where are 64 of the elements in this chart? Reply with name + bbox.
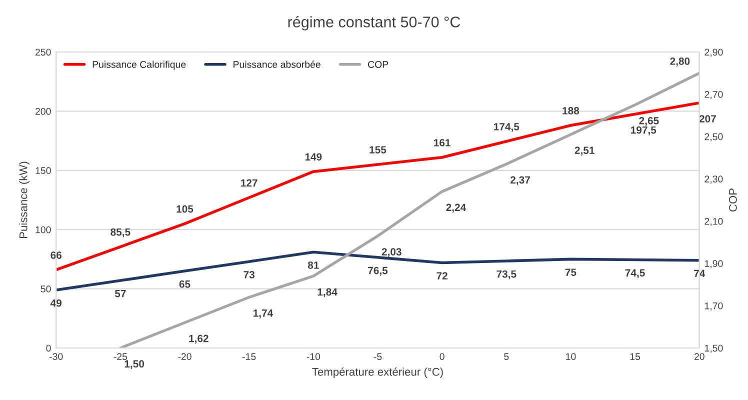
data-label: 149 — [305, 153, 322, 161]
data-label: 188 — [562, 107, 580, 114]
y2-tick-label: 2,70 — [704, 91, 723, 100]
chart-title: régime constant 50-70 °C — [288, 16, 460, 30]
data-label: 2,80 — [670, 58, 690, 66]
data-label: 57 — [114, 290, 126, 298]
data-label: 105 — [176, 205, 194, 213]
data-label: 72 — [436, 272, 448, 280]
y2-tick-label: 2,50 — [704, 133, 723, 142]
data-label: 66 — [50, 251, 62, 259]
y-tick-label: 200 — [36, 108, 51, 115]
legend-label: Puissance Calorifique — [92, 60, 186, 70]
y-axis-title: Puissance (kW) — [19, 162, 30, 238]
data-label: 1,84 — [318, 288, 338, 298]
x-tick-label: -30 — [50, 353, 63, 360]
data-label: 161 — [434, 138, 450, 146]
x-tick-label: -10 — [306, 353, 320, 360]
data-label: 197,5 — [631, 126, 656, 136]
data-label: 65 — [179, 280, 190, 288]
data-label: 75 — [565, 268, 576, 276]
data-label: 127 — [241, 179, 258, 187]
x-tick-label: 15 — [630, 353, 640, 360]
data-label: 2,03 — [382, 248, 402, 257]
data-label: 2,65 — [639, 117, 659, 126]
x-tick-label: 5 — [504, 353, 509, 360]
x-tick-label: -25 — [114, 353, 128, 360]
y2-tick-label: 2,30 — [704, 176, 723, 184]
data-label: 1,50 — [124, 360, 144, 370]
data-label: 2,51 — [574, 146, 594, 156]
y-tick-label: 0 — [46, 344, 51, 352]
data-label: 85,5 — [110, 228, 130, 238]
data-label: 1,62 — [189, 334, 208, 344]
data-label: 49 — [50, 299, 62, 307]
x-tick-label: 0 — [440, 353, 444, 360]
y2-tick-label: 1,50 — [704, 344, 723, 353]
y2-tick-label: 1,90 — [704, 260, 723, 268]
y-tick-label: 150 — [36, 167, 51, 174]
y-tick-label: 50 — [40, 286, 51, 292]
data-label: 2,37 — [510, 176, 530, 186]
data-label: 81 — [308, 261, 319, 269]
x-tick-label: 10 — [566, 353, 576, 360]
data-label: 1,74 — [253, 310, 274, 318]
y2-axis-title: COP — [729, 188, 737, 212]
data-label: 76,5 — [368, 266, 388, 276]
x-tick-label: -5 — [374, 353, 382, 360]
x-tick-label: 20 — [694, 353, 704, 360]
data-label: 174,5 — [494, 123, 520, 132]
data-label: 74 — [694, 270, 706, 278]
y2-tick-label: 2,90 — [704, 48, 723, 57]
x-tick-label: -20 — [178, 353, 192, 360]
data-label: 74,5 — [625, 269, 645, 278]
data-label: 2,24 — [446, 204, 466, 213]
data-label: 73,5 — [496, 270, 516, 280]
legend-label: COP — [368, 61, 388, 68]
x-axis-title: Température extérieur (°C) — [312, 367, 443, 378]
x-tick-label: -15 — [242, 353, 256, 360]
y-tick-label: 250 — [36, 48, 51, 56]
y-tick-label: 100 — [36, 226, 51, 234]
data-label: 155 — [370, 146, 386, 154]
legend-label: Puissance absorbée — [234, 60, 320, 68]
y2-tick-label: 1,70 — [704, 302, 723, 310]
data-label: 73 — [244, 270, 254, 278]
y2-tick-label: 2,10 — [704, 218, 723, 226]
data-label: 207 — [699, 115, 716, 122]
